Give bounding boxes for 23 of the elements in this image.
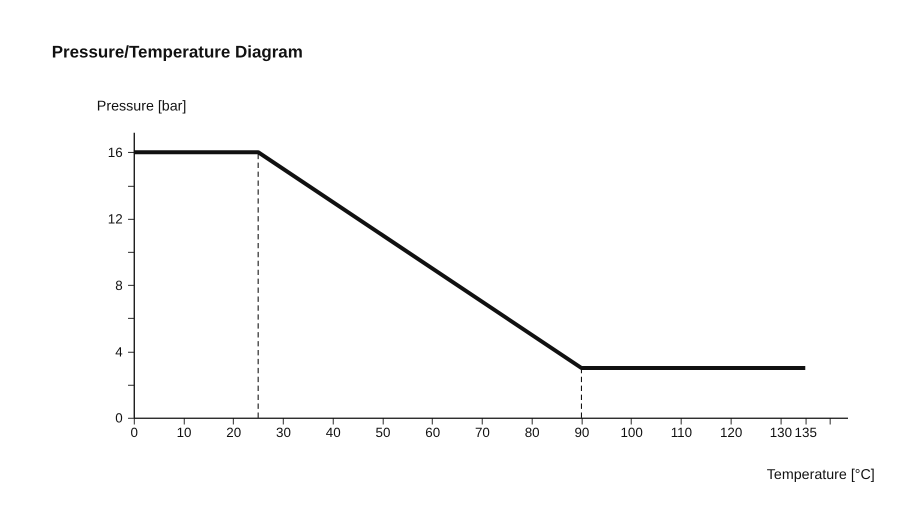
y-tick-label: 8 [115,278,123,293]
x-tick-label: 50 [376,424,390,440]
x-tick-label: 130 [770,424,792,440]
chart-title: Pressure/Temperature Diagram [52,42,303,62]
x-tick-label: 0 [130,424,138,440]
y-tick-label: 16 [108,145,123,160]
x-tick-label: 110 [670,424,692,440]
x-tick-label: 80 [524,424,540,440]
x-tick-label: 120 [720,424,742,440]
x-tick-label: 70 [474,424,490,440]
x-tick-label: 90 [574,424,590,440]
x-tick-label: 30 [276,424,291,440]
x-tick-label: 100 [620,424,643,440]
x-tick-label: 135 [794,424,817,440]
x-tick-label: 10 [176,424,192,440]
y-tick-label: 0 [115,410,123,426]
y-axis-title: Pressure [bar] [96,98,186,114]
y-tick-label: 4 [115,344,124,360]
x-axis-title: Temperature [°C] [766,466,875,483]
y-tick-label: 12 [108,212,123,227]
x-tick-label: 60 [425,424,440,440]
x-tick-label: 40 [326,424,341,440]
x-tick-label: 20 [226,424,242,440]
